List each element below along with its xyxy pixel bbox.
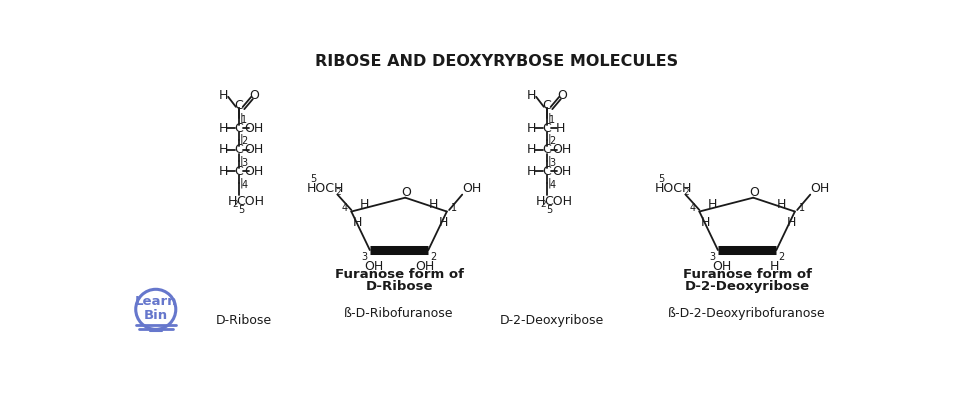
Text: 1: 1	[799, 204, 804, 213]
Text: 1: 1	[549, 115, 556, 125]
Text: OH: OH	[463, 182, 482, 195]
Text: 1: 1	[451, 204, 457, 213]
Text: OH: OH	[245, 122, 264, 135]
Text: RIBOSE AND DEOXYRYBOSE MOLECULES: RIBOSE AND DEOXYRYBOSE MOLECULES	[315, 54, 678, 69]
Text: OH: OH	[553, 165, 572, 178]
Text: ß-D-2-Deoxyribofuranose: ß-D-2-Deoxyribofuranose	[668, 307, 826, 320]
Text: 1: 1	[241, 115, 248, 125]
Text: H: H	[527, 143, 536, 156]
Text: Furanose form of: Furanose form of	[682, 268, 811, 281]
Text: O: O	[749, 186, 759, 199]
Text: O: O	[250, 89, 259, 102]
Text: H: H	[701, 216, 711, 229]
Text: ß-D-Ribofuranose: ß-D-Ribofuranose	[345, 307, 454, 320]
Text: |: |	[548, 177, 551, 188]
Text: |: |	[239, 112, 243, 123]
Text: |: |	[548, 156, 551, 166]
Text: H: H	[771, 261, 779, 274]
Text: 4: 4	[241, 179, 248, 190]
Text: 2: 2	[335, 188, 341, 197]
Text: |: |	[548, 134, 551, 145]
Text: 2: 2	[431, 252, 437, 262]
Text: OH: OH	[810, 182, 830, 195]
Text: H: H	[777, 198, 786, 211]
Text: 2: 2	[241, 137, 248, 147]
Text: C: C	[542, 99, 552, 112]
Text: H: H	[429, 198, 439, 211]
Text: 2: 2	[778, 252, 785, 262]
Text: COH: COH	[236, 195, 264, 208]
Text: H: H	[219, 143, 228, 156]
Text: H: H	[228, 195, 237, 208]
Text: H: H	[219, 122, 228, 135]
Text: COH: COH	[545, 195, 573, 208]
Text: 2: 2	[232, 200, 238, 209]
Text: OH: OH	[553, 143, 572, 156]
Text: 5: 5	[238, 205, 244, 215]
Text: 2: 2	[541, 200, 546, 209]
Text: OH: OH	[364, 261, 383, 274]
Text: D-2-Deoxyribose: D-2-Deoxyribose	[499, 314, 604, 327]
Text: C: C	[234, 143, 243, 156]
Text: OH: OH	[245, 143, 264, 156]
Text: Learn: Learn	[135, 295, 177, 308]
Text: OH: OH	[712, 261, 732, 274]
Text: H: H	[219, 89, 228, 102]
Text: |: |	[239, 156, 243, 166]
Text: 3: 3	[241, 158, 248, 168]
Text: H: H	[439, 216, 447, 229]
Text: 5: 5	[546, 205, 553, 215]
Text: C: C	[234, 99, 243, 112]
Text: O: O	[401, 186, 411, 199]
Text: 4: 4	[549, 179, 556, 190]
Text: O: O	[558, 89, 567, 102]
Text: H: H	[360, 198, 369, 211]
Text: H: H	[527, 165, 536, 178]
Text: C: C	[542, 165, 552, 178]
Text: 4: 4	[689, 204, 696, 213]
Text: |: |	[239, 177, 243, 188]
Text: 3: 3	[549, 158, 556, 168]
Text: H: H	[708, 198, 717, 211]
Text: 3: 3	[361, 252, 368, 262]
Text: 3: 3	[710, 252, 715, 262]
Text: 2: 2	[549, 137, 556, 147]
Text: HOCH: HOCH	[307, 182, 344, 195]
Text: |: |	[548, 112, 551, 123]
Text: D-Ribose: D-Ribose	[365, 280, 433, 293]
Text: C: C	[542, 122, 552, 135]
Text: Furanose form of: Furanose form of	[335, 268, 464, 281]
Text: 2: 2	[683, 188, 689, 197]
Text: D-Ribose: D-Ribose	[216, 314, 272, 327]
Text: |: |	[239, 134, 243, 145]
Text: C: C	[542, 143, 552, 156]
Text: 5: 5	[310, 174, 316, 184]
Text: OH: OH	[245, 165, 264, 178]
Text: C: C	[234, 165, 243, 178]
Text: 4: 4	[342, 204, 348, 213]
Text: Bin: Bin	[143, 309, 167, 322]
Text: H: H	[527, 122, 536, 135]
Text: H: H	[352, 216, 362, 229]
Text: H: H	[219, 165, 228, 178]
Text: H: H	[536, 195, 546, 208]
Text: C: C	[234, 122, 243, 135]
Text: H: H	[527, 89, 536, 102]
Text: H: H	[786, 216, 796, 229]
Text: H: H	[556, 122, 565, 135]
Text: D-2-Deoxyribose: D-2-Deoxyribose	[684, 280, 809, 293]
Text: 5: 5	[657, 174, 664, 184]
Text: HOCH: HOCH	[654, 182, 692, 195]
Text: OH: OH	[415, 261, 434, 274]
